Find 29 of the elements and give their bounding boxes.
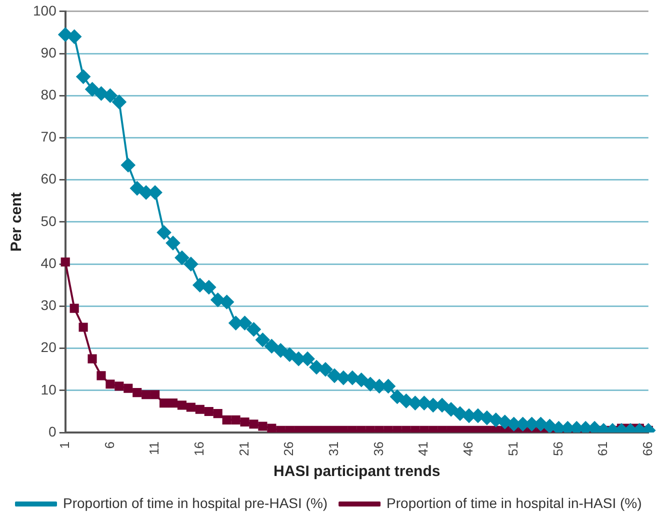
x-tick-label: 36 <box>370 442 386 456</box>
y-tick-label: 20 <box>40 339 57 356</box>
x-tick-label: 6 <box>102 442 117 449</box>
legend-label: Proportion of time in hospital in-HASI (%) <box>386 494 642 511</box>
x-axis-title: HASI participant trends <box>274 463 440 480</box>
y-tick-label: 70 <box>40 128 57 145</box>
y-tick-label: 50 <box>40 212 57 229</box>
x-tick-label: 16 <box>191 442 206 456</box>
y-axis-title: Per cent <box>8 192 26 252</box>
x-tick-label: 61 <box>595 442 610 456</box>
y-tick-label: 10 <box>40 381 57 398</box>
x-tick-label: 1 <box>56 442 72 449</box>
y-tick-label: 30 <box>40 297 57 314</box>
x-tick-label: 31 <box>326 442 342 456</box>
x-tick-label: 51 <box>505 442 520 456</box>
y-tick-label: 90 <box>40 44 57 60</box>
x-tick-label: 41 <box>416 442 431 456</box>
y-tick-label: 60 <box>40 170 57 187</box>
y-tick-label: 0 <box>48 423 57 440</box>
x-tick-label: 46 <box>460 442 476 456</box>
y-tick-label: 40 <box>40 254 57 271</box>
x-tick-label: 26 <box>281 442 296 456</box>
legend-label: Proportion of time in hospital pre-HASI (%) <box>63 494 328 511</box>
x-tick-label: 11 <box>146 442 162 456</box>
x-tick-label: 66 <box>640 442 655 456</box>
y-tick-label: 100 <box>33 2 57 18</box>
x-tick-label: 56 <box>550 442 566 456</box>
y-tick-label: 80 <box>40 86 57 102</box>
x-tick-label: 21 <box>236 442 252 456</box>
